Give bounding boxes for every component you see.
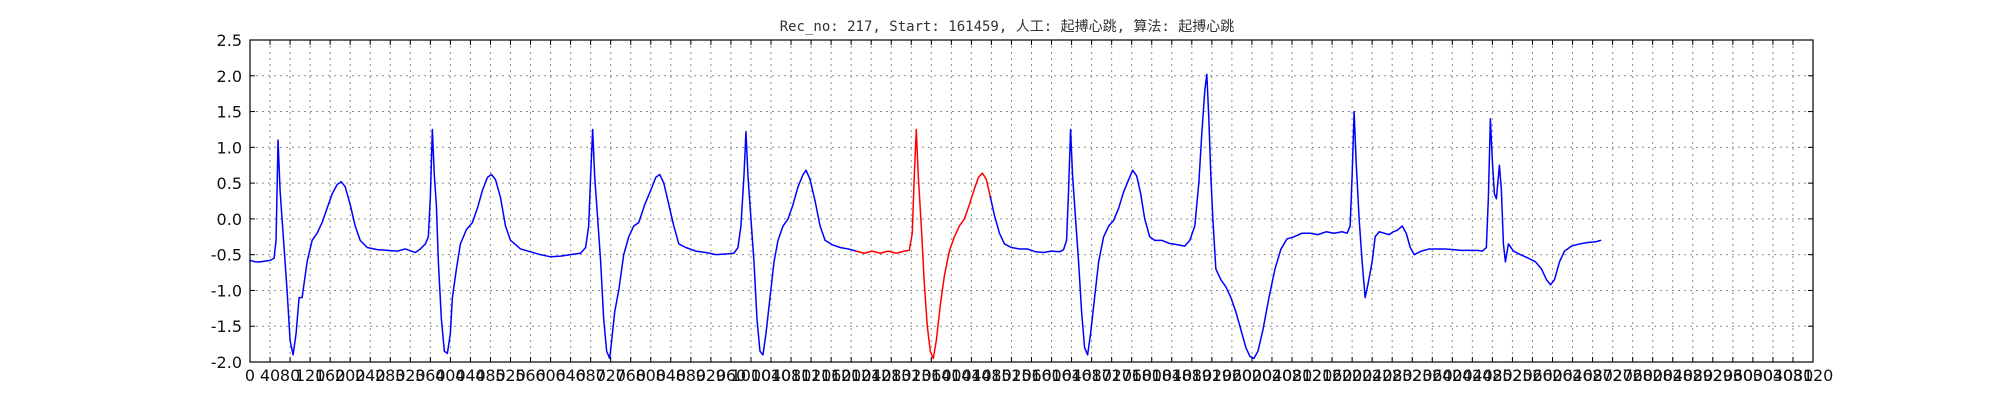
x-tick-label: 1640: [1051, 366, 1092, 385]
x-tick-label: 2600: [1532, 366, 1573, 385]
x-tick-label: 2200: [1332, 366, 1373, 385]
x-tick-label: 1880: [1171, 366, 1212, 385]
x-tick-label: 1400: [931, 366, 972, 385]
y-tick-label: 0.0: [217, 210, 242, 229]
x-tick-label: 2720: [1592, 366, 1633, 385]
x-tick-label: 1000: [731, 366, 772, 385]
x-axis-tick-labels: 0 40 8012016020024028032036040044048052056…: [245, 366, 1833, 385]
x-tick-label: 200: [335, 366, 366, 385]
x-tick-label: 2120: [1292, 366, 1333, 385]
x-tick-label: 520: [495, 366, 526, 385]
x-tick-label: 2160: [1312, 366, 1353, 385]
x-tick-label: 1920: [1191, 366, 1232, 385]
x-tick-label: 1200: [831, 366, 872, 385]
x-tick-label: 320: [395, 366, 426, 385]
trace-layer: [249, 73, 1602, 360]
x-tick-label: 2080: [1272, 366, 1313, 385]
x-tick-label: 720: [595, 366, 626, 385]
x-tick-label: 2240: [1352, 366, 1393, 385]
x-tick-label: 240: [355, 366, 386, 385]
x-tick-label: 760: [615, 366, 646, 385]
x-tick-label: 1360: [911, 366, 952, 385]
x-tick-label: 3080: [1773, 366, 1814, 385]
y-tick-label: -2.0: [211, 353, 242, 372]
x-tick-label: 3000: [1733, 366, 1774, 385]
x-tick-label: 1120: [791, 366, 832, 385]
x-tick-label: 2560: [1512, 366, 1553, 385]
x-tick-label: 1520: [991, 366, 1032, 385]
x-tick-label: 600: [535, 366, 566, 385]
ecg-trace-segment-3: [989, 73, 1602, 360]
x-tick-label: 1240: [851, 366, 892, 385]
y-tick-label: 2.5: [217, 31, 242, 50]
x-tick-label: 40: [260, 366, 280, 385]
x-tick-label: 1560: [1011, 366, 1052, 385]
y-tick-label: 1.0: [217, 138, 242, 157]
x-tick-label: 120: [295, 366, 326, 385]
x-tick-label: 840: [656, 366, 687, 385]
x-tick-label: 2840: [1652, 366, 1693, 385]
x-tick-label: 80: [280, 366, 300, 385]
x-tick-label: 2360: [1412, 366, 1453, 385]
x-tick-label: 1720: [1091, 366, 1132, 385]
x-tick-label: 160: [315, 366, 346, 385]
x-tick-label: 1320: [891, 366, 932, 385]
x-tick-label: 3040: [1753, 366, 1794, 385]
x-tick-label: 2280: [1372, 366, 1413, 385]
y-axis-tick-labels: -2.0 -1.5 -1.0 -0.5 0.0 0.5 1.0 1.5 2.0 2.5: [211, 31, 242, 372]
x-tick-label: 2760: [1612, 366, 1653, 385]
y-tick-label: -0.5: [211, 246, 242, 265]
x-tick-label: 280: [375, 366, 406, 385]
x-tick-label: 1040: [751, 366, 792, 385]
x-tick-label: 440: [455, 366, 486, 385]
x-tick-label: 1600: [1031, 366, 1072, 385]
y-tick-label: 1.5: [217, 103, 242, 122]
ecg-trace-segment-1: [249, 128, 857, 360]
x-tick-label: 880: [676, 366, 707, 385]
x-tick-label: 2680: [1572, 366, 1613, 385]
x-tick-label: 3120: [1793, 366, 1834, 385]
x-tick-label: 2000: [1232, 366, 1273, 385]
x-tick-label: 1840: [1151, 366, 1192, 385]
x-tick-label: 1080: [771, 366, 812, 385]
x-tick-label: 2440: [1452, 366, 1493, 385]
chart-title: Rec_no: 217, Start: 161459, 人工: 起搏心跳, 算法…: [780, 18, 1235, 35]
y-tick-label: -1.0: [211, 281, 242, 300]
x-tick-label: 1480: [971, 366, 1012, 385]
x-tick-label: 680: [575, 366, 606, 385]
x-tick-label: 960: [716, 366, 747, 385]
x-tick-label: 2520: [1492, 366, 1533, 385]
y-tick-label: 0.5: [217, 174, 242, 193]
x-tick-label: 1160: [811, 366, 852, 385]
ecg-trace-segment-2: [855, 128, 992, 360]
x-tick-label: 1760: [1111, 366, 1152, 385]
y-tick-label: -1.5: [211, 317, 242, 336]
y-tick-label: 2.0: [217, 67, 242, 86]
x-tick-label: 2480: [1472, 366, 1513, 385]
x-tick-label: 400: [435, 366, 466, 385]
x-tick-label: 1280: [871, 366, 912, 385]
x-tick-label: 560: [515, 366, 546, 385]
x-tick-label: 2920: [1692, 366, 1733, 385]
x-tick-label: 1800: [1131, 366, 1172, 385]
x-tick-label: 2320: [1392, 366, 1433, 385]
x-tick-label: 360: [415, 366, 446, 385]
tick-layer: [249, 39, 1814, 363]
x-tick-label: 0: [245, 366, 255, 385]
x-tick-label: 2040: [1252, 366, 1293, 385]
x-tick-label: 2800: [1632, 366, 1673, 385]
x-tick-label: 480: [475, 366, 506, 385]
x-tick-label: 920: [696, 366, 727, 385]
x-tick-label: 2960: [1712, 366, 1753, 385]
x-tick-label: 800: [635, 366, 666, 385]
x-tick-label: 1960: [1212, 366, 1253, 385]
x-tick-label: 640: [555, 366, 586, 385]
x-tick-label: 2400: [1432, 366, 1473, 385]
x-tick-label: 1440: [951, 366, 992, 385]
x-tick-label: 2640: [1552, 366, 1593, 385]
x-tick-label: 1680: [1071, 366, 1112, 385]
x-tick-label: 2880: [1672, 366, 1713, 385]
